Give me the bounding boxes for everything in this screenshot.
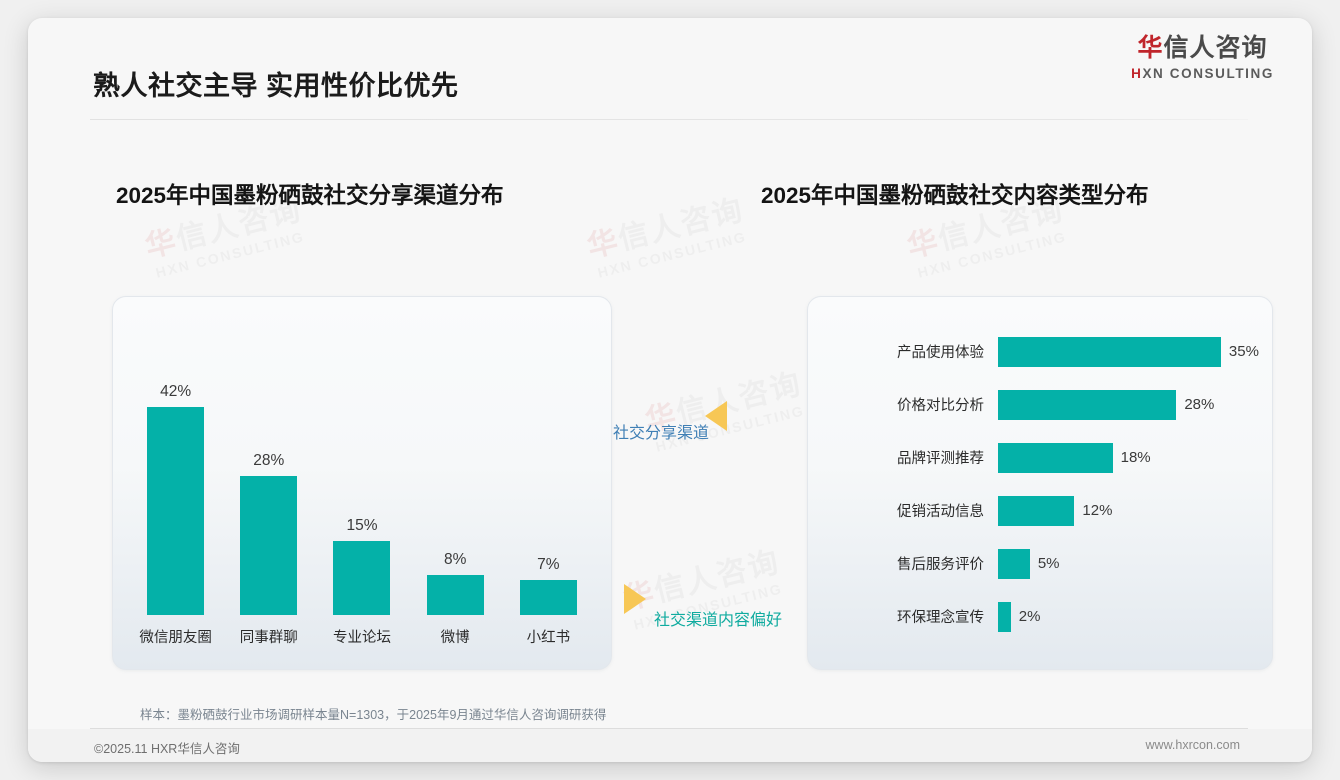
bar-value-label: 15% xyxy=(346,516,378,534)
watermark-en-rest: XN CONSULTING xyxy=(607,228,749,278)
bar-rect xyxy=(519,580,577,615)
logo-chinese-name: 华信人咨询 xyxy=(1131,36,1274,61)
watermark-en-accent: H xyxy=(153,262,170,281)
bar-value-label: 12% xyxy=(1082,502,1113,519)
bar-rect xyxy=(240,476,298,615)
bar-category-label: 微信朋友圈 xyxy=(139,630,212,646)
horizontal-bar-item: 环保理念宣传 2% xyxy=(808,598,1272,636)
watermark-en-accent: H xyxy=(915,262,932,281)
logo-en-accent-char: H xyxy=(1131,66,1143,81)
bar-value-label: 35% xyxy=(1228,343,1259,360)
bar-category-label: 同事群聊 xyxy=(239,630,298,646)
horizontal-bar-item: 售后服务评价 5% xyxy=(808,545,1272,583)
watermark-en-rest: XN CONSULTING xyxy=(927,228,1069,278)
bar-value-label: 28% xyxy=(1184,396,1215,413)
page-title: 熟人社交主导 实用性价比优先 xyxy=(93,71,459,101)
bar-value-label: 18% xyxy=(1120,449,1151,466)
bar-category-label: 环保理念宣传 xyxy=(897,610,984,626)
bar-value-label: 7% xyxy=(537,556,560,574)
right-chart-title: 2025年中国墨粉硒鼓社交内容类型分布 xyxy=(761,183,1149,208)
watermark-cn-accent: 华 xyxy=(904,224,944,265)
left-chart-title: 2025年中国墨粉硒鼓社交分享渠道分布 xyxy=(116,183,504,208)
vertical-bar-item: 42% 微信朋友圈 xyxy=(137,343,215,646)
watermark-english: HXN CONSULTING xyxy=(593,228,752,281)
horizontal-bar-item: 产品使用体验 35% xyxy=(808,333,1272,371)
social-content-type-chart-card: 产品使用体验 35% 价格对比分析 28% 品牌评测推荐 18% 促销活动信息 12% 售后服务… xyxy=(807,296,1273,670)
bar-rect xyxy=(998,389,1177,420)
horizontal-bar-chart: 产品使用体验 35% 价格对比分析 28% 品牌评测推荐 18% 促销活动信息 12% 售后服务… xyxy=(808,319,1272,649)
bar-rect xyxy=(426,575,484,615)
bar-category-label: 价格对比分析 xyxy=(897,398,984,414)
bar-value-label: 8% xyxy=(443,551,467,569)
annotation-content-preference: 社交渠道内容偏好 xyxy=(624,584,782,640)
annotation-two-label: 社交渠道内容偏好 xyxy=(654,612,783,629)
bar-category-label: 品牌评测推荐 xyxy=(897,451,984,467)
vertical-bar-item: 7% 小红书 xyxy=(509,343,587,646)
social-share-channel-chart-card: 42% 微信朋友圈 28% 同事群聊 15% 专业论坛 8% 微博 7% 小红书 xyxy=(112,296,612,670)
horizontal-bar-item: 品牌评测推荐 18% xyxy=(808,439,1272,477)
watermark: 华信人咨询 HXN CONSULTING xyxy=(584,193,752,281)
bar-rect xyxy=(998,442,1113,473)
watermark-chinese: 华信人咨询 xyxy=(584,193,748,265)
bar-category-label: 产品使用体验 xyxy=(897,345,984,361)
logo-cn-rest: 信人咨询 xyxy=(1163,34,1268,62)
bar-rect xyxy=(147,406,205,615)
vertical-bar-chart: 42% 微信朋友圈 28% 同事群聊 15% 专业论坛 8% 微博 7% 小红书 xyxy=(113,343,611,646)
annotation-one-label: 社交分享渠道 xyxy=(613,425,710,442)
bar-category-label: 促销活动信息 xyxy=(897,504,984,520)
vertical-bar-item: 8% 微博 xyxy=(416,343,494,646)
header-divider xyxy=(90,119,1248,120)
slide-footer: ©2025.11 HXR华信人咨询 www.hxrcon.com xyxy=(28,729,1312,762)
bar-category-label: 微博 xyxy=(440,630,470,646)
watermark-english: HXN CONSULTING xyxy=(151,228,310,281)
bar-rect xyxy=(998,336,1221,367)
horizontal-bar-item: 价格对比分析 28% xyxy=(808,386,1272,424)
bar-category-label: 专业论坛 xyxy=(332,630,391,646)
bar-value-label: 2% xyxy=(1018,608,1041,625)
watermark-cn-rest: 信人咨询 xyxy=(651,545,784,609)
logo-cn-accent-char: 华 xyxy=(1137,34,1164,62)
bar-value-label: 42% xyxy=(160,382,192,400)
watermark-cn-rest: 信人咨询 xyxy=(615,193,748,257)
horizontal-bar-item: 促销活动信息 12% xyxy=(808,492,1272,530)
bar-rect xyxy=(333,540,391,615)
logo-english-name: HXN CONSULTING xyxy=(1131,67,1274,81)
watermark-en-rest: XN CONSULTING xyxy=(165,228,307,278)
bar-category-label: 小红书 xyxy=(526,630,571,646)
watermark-cn-accent: 华 xyxy=(142,224,182,265)
sample-footnote: 样本：墨粉硒鼓行业市场调研样本量N=1303，于2025年9月通过华信人咨询调研… xyxy=(140,708,607,722)
slide-header: 熟人社交主导 实用性价比优先 华信人咨询 HXN CONSULTING xyxy=(28,18,1312,120)
annotation-social-share-channel: 社交分享渠道 xyxy=(613,401,727,465)
website-url[interactable]: www.hxrcon.com xyxy=(1145,738,1240,752)
watermark-english: HXN CONSULTING xyxy=(913,228,1072,281)
footer-divider xyxy=(90,728,1248,729)
company-logo: 华信人咨询 HXN CONSULTING xyxy=(1131,36,1274,81)
triangle-right-icon xyxy=(624,584,646,614)
triangle-left-icon xyxy=(705,401,727,431)
watermark-cn-accent: 华 xyxy=(584,224,624,265)
bar-category-label: 售后服务评价 xyxy=(897,557,984,573)
logo-en-rest: XN CONSULTING xyxy=(1142,66,1274,81)
watermark-en-accent: H xyxy=(595,262,612,281)
bar-rect xyxy=(998,601,1011,632)
bar-value-label: 28% xyxy=(253,452,285,470)
vertical-bar-item: 15% 专业论坛 xyxy=(323,343,401,646)
bar-rect xyxy=(998,495,1075,526)
slide-frame: 熟人社交主导 实用性价比优先 华信人咨询 HXN CONSULTING 华信人咨… xyxy=(28,18,1312,762)
copyright-text: ©2025.11 HXR华信人咨询 xyxy=(94,742,240,756)
vertical-bar-item: 28% 同事群聊 xyxy=(230,343,308,646)
bar-value-label: 5% xyxy=(1037,555,1060,572)
bar-rect xyxy=(998,548,1030,579)
